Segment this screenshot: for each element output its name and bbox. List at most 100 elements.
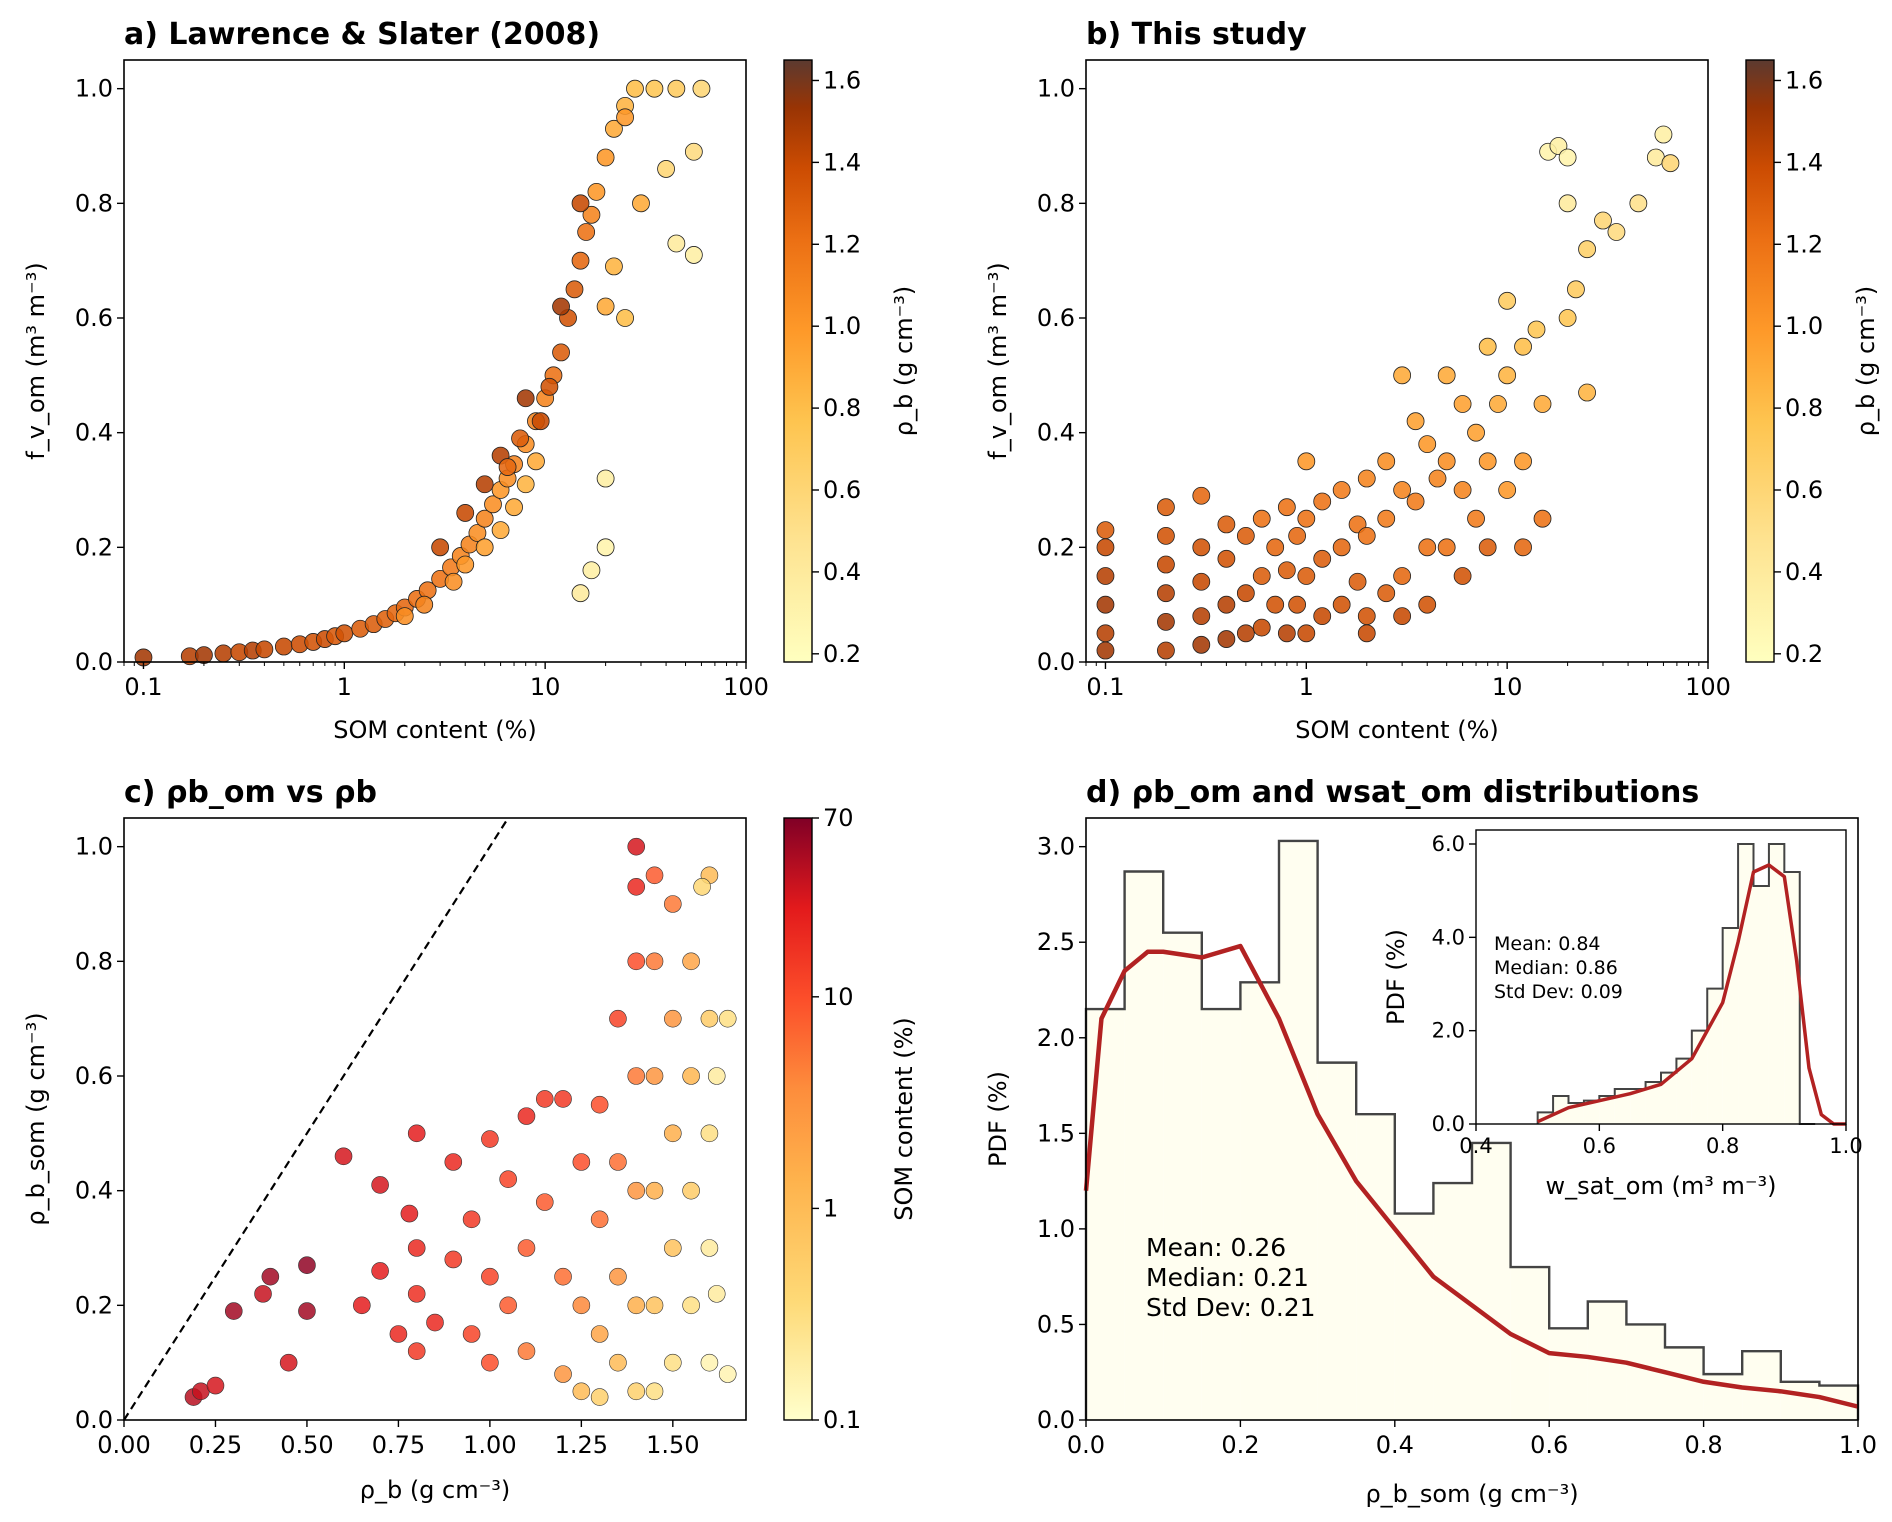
scatter-point: [1514, 337, 1532, 356]
y-tick-label: 0.8: [75, 189, 113, 217]
scatter-point: [1393, 607, 1412, 626]
scatter-point: [692, 79, 711, 98]
scatter-point: [407, 1124, 426, 1143]
scatter-point: [572, 1153, 591, 1171]
scatter-point: [1332, 481, 1351, 499]
scatter-point: [298, 1256, 316, 1274]
y-tick-label: 0.4: [1037, 419, 1075, 447]
scatter-point: [1192, 486, 1211, 505]
x-tick-label: 0.6: [1583, 1134, 1616, 1158]
scatter-point: [206, 1376, 225, 1395]
histogram-bar: [1630, 1089, 1646, 1124]
scatter-point: [616, 108, 634, 127]
panel-b-ylabel: f_v_om (m³ m⁻³): [984, 262, 1012, 459]
scatter-point: [645, 1181, 664, 1200]
colorbar-tick-label: 0.8: [823, 394, 861, 422]
scatter-point: [1236, 584, 1255, 603]
scatter-point: [605, 119, 623, 138]
x-tick-label: 0.6: [1530, 1431, 1568, 1459]
scatter-point: [596, 469, 615, 488]
scatter-point: [1558, 309, 1577, 327]
scatter-point: [517, 1239, 536, 1257]
scatter-point: [481, 1267, 499, 1286]
panel-a-xticks: 0.1 1 10 100: [123, 662, 769, 701]
scatter-point: [195, 646, 213, 665]
scatter-point: [667, 234, 686, 253]
scatter-point: [1393, 567, 1412, 585]
scatter-point: [335, 624, 354, 643]
x-tick-label: 0.0: [1067, 1431, 1105, 1459]
scatter-point: [1252, 618, 1271, 637]
colorbar-tick-label: 0.8: [1785, 394, 1823, 422]
scatter-point: [627, 952, 646, 971]
panel-b-xlabel: SOM content (%): [1295, 716, 1499, 744]
x-tick-label: 0.2: [1221, 1431, 1259, 1459]
colorbar-tick-label: 1.6: [823, 66, 861, 94]
histogram-bar: [1549, 1328, 1588, 1420]
y-tick-label: 0.8: [1037, 189, 1075, 217]
x-tick-label: 1: [1299, 673, 1314, 701]
y-tick-label: 0.6: [75, 304, 113, 332]
scatter-point: [1418, 435, 1437, 454]
scatter-point: [1453, 481, 1472, 499]
scatter-point: [667, 79, 686, 98]
scatter-point: [1357, 469, 1376, 488]
scatter-point: [475, 538, 494, 557]
histogram-bar: [1676, 1058, 1692, 1124]
scatter-point: [261, 1267, 280, 1286]
scatter-point: [1567, 280, 1585, 299]
panel-d-inset-xlabel: w_sat_om (m³ m⁻³): [1546, 1172, 1777, 1200]
scatter-point: [582, 561, 601, 580]
panel-d-marks: [1083, 839, 1860, 1420]
panel-d-ylabel: PDF (%): [984, 1071, 1012, 1167]
histogram-bar: [1472, 1142, 1511, 1420]
scatter-point: [645, 952, 664, 971]
scatter-point: [627, 837, 646, 856]
colorbar-gradient: [783, 817, 813, 1421]
panel-d-inset-ylabel: PDF (%): [1382, 929, 1410, 1025]
scatter-point: [1266, 595, 1285, 614]
scatter-point: [587, 182, 606, 201]
scatter-point: [1437, 538, 1456, 557]
scatter-point: [627, 1382, 646, 1401]
x-tick-label: 0.50: [280, 1431, 333, 1459]
scatter-point: [645, 79, 664, 98]
scatter-point: [664, 1353, 682, 1372]
x-tick-label: 10: [1492, 673, 1523, 701]
scatter-point: [609, 1267, 627, 1286]
scatter-point: [605, 257, 623, 276]
scatter-point: [426, 1313, 444, 1332]
scatter-point: [1661, 154, 1680, 173]
scatter-point: [298, 1302, 316, 1320]
y-tick-label: 0.2: [1037, 533, 1075, 561]
scatter-point: [590, 1325, 609, 1343]
panel-a-colorbar: 0.2 0.4 0.6 0.8 1.0 1.2 1.4 1.6: [783, 59, 861, 668]
scatter-point: [552, 297, 570, 316]
scatter-point: [407, 1285, 426, 1303]
scatter-point: [1157, 641, 1175, 660]
scatter-point: [1437, 452, 1456, 471]
x-tick-label: 0.25: [189, 1431, 242, 1459]
scatter-point: [1478, 452, 1497, 471]
histogram-bar: [1317, 1062, 1357, 1420]
scatter-point: [1393, 481, 1412, 499]
y-tick-label: 0.0: [75, 648, 113, 676]
panel-d-inset-marks: [1536, 843, 1846, 1126]
scatter-point: [353, 1296, 371, 1315]
histogram-bar: [1356, 1114, 1395, 1420]
scatter-point: [632, 194, 650, 213]
scatter-point: [664, 1239, 682, 1257]
scatter-point: [527, 452, 545, 471]
scatter-point: [1217, 595, 1236, 614]
scatter-point: [1266, 538, 1285, 557]
scatter-point: [371, 1262, 389, 1280]
panel-c-ylabel: ρ_b_som (g cm⁻³): [22, 1012, 50, 1225]
scatter-point: [1418, 595, 1437, 614]
panel-d-xticks: 0.0 0.2 0.4 0.6 0.8 1.0: [1067, 1420, 1877, 1459]
scatter-point: [475, 475, 494, 494]
scatter-point: [1297, 567, 1316, 585]
scatter-point: [571, 584, 590, 603]
scatter-point: [1313, 492, 1332, 511]
colorbar-tick-label: 1: [823, 1194, 838, 1222]
scatter-point: [481, 1353, 499, 1372]
